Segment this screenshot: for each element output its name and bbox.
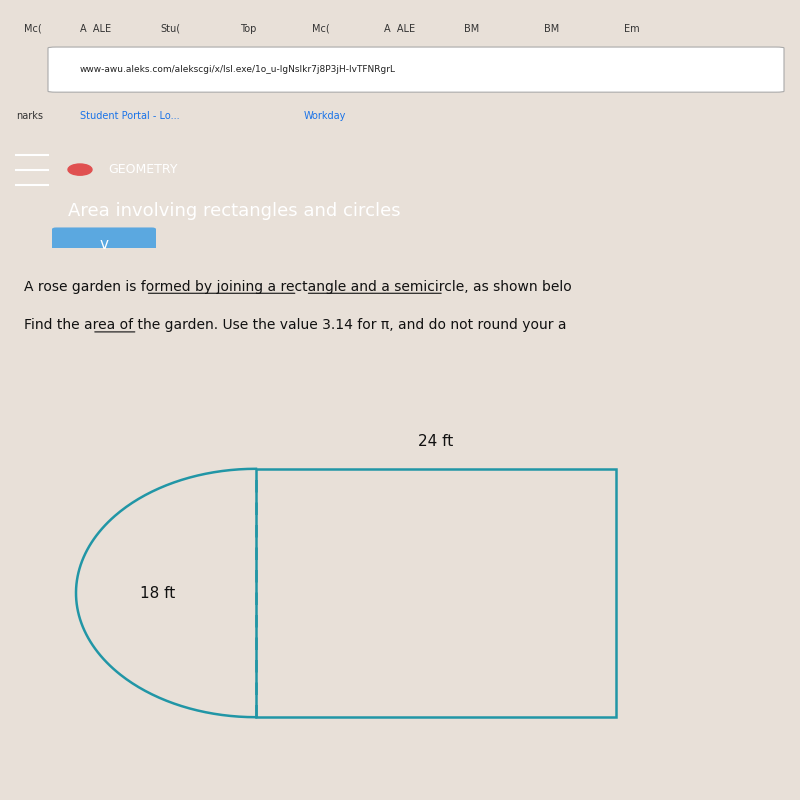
Text: Top: Top bbox=[240, 24, 256, 34]
Text: 24 ft: 24 ft bbox=[418, 434, 454, 450]
Text: Mc(: Mc( bbox=[24, 24, 42, 34]
Text: BM: BM bbox=[464, 24, 479, 34]
Text: Student Portal - Lo...: Student Portal - Lo... bbox=[80, 111, 180, 121]
Text: www-awu.aleks.com/alekscgi/x/lsl.exe/1o_u-lgNslkr7j8P3jH-lvTFNRgrL: www-awu.aleks.com/alekscgi/x/lsl.exe/1o_… bbox=[80, 65, 396, 74]
Text: BM: BM bbox=[544, 24, 559, 34]
Text: GEOMETRY: GEOMETRY bbox=[108, 163, 178, 176]
Text: v: v bbox=[99, 237, 109, 252]
Text: A  ALE: A ALE bbox=[384, 24, 415, 34]
FancyBboxPatch shape bbox=[52, 227, 156, 261]
Text: Mc(: Mc( bbox=[312, 24, 330, 34]
Text: A rose garden is formed by joining a rectangle and a semicircle, as shown belo: A rose garden is formed by joining a rec… bbox=[24, 280, 572, 294]
Text: Area involving rectangles and circles: Area involving rectangles and circles bbox=[68, 202, 401, 220]
Text: narks: narks bbox=[16, 111, 43, 121]
Text: Find the area of the garden. Use the value 3.14 for π, and do not round your a: Find the area of the garden. Use the val… bbox=[24, 318, 566, 332]
Text: Stu(: Stu( bbox=[160, 24, 180, 34]
Bar bbox=[256, 469, 616, 717]
Circle shape bbox=[68, 164, 92, 175]
Text: 18 ft: 18 ft bbox=[140, 586, 175, 601]
Text: A  ALE: A ALE bbox=[80, 24, 111, 34]
Text: Workday: Workday bbox=[304, 111, 346, 121]
FancyBboxPatch shape bbox=[48, 47, 784, 92]
Text: Em: Em bbox=[624, 24, 640, 34]
